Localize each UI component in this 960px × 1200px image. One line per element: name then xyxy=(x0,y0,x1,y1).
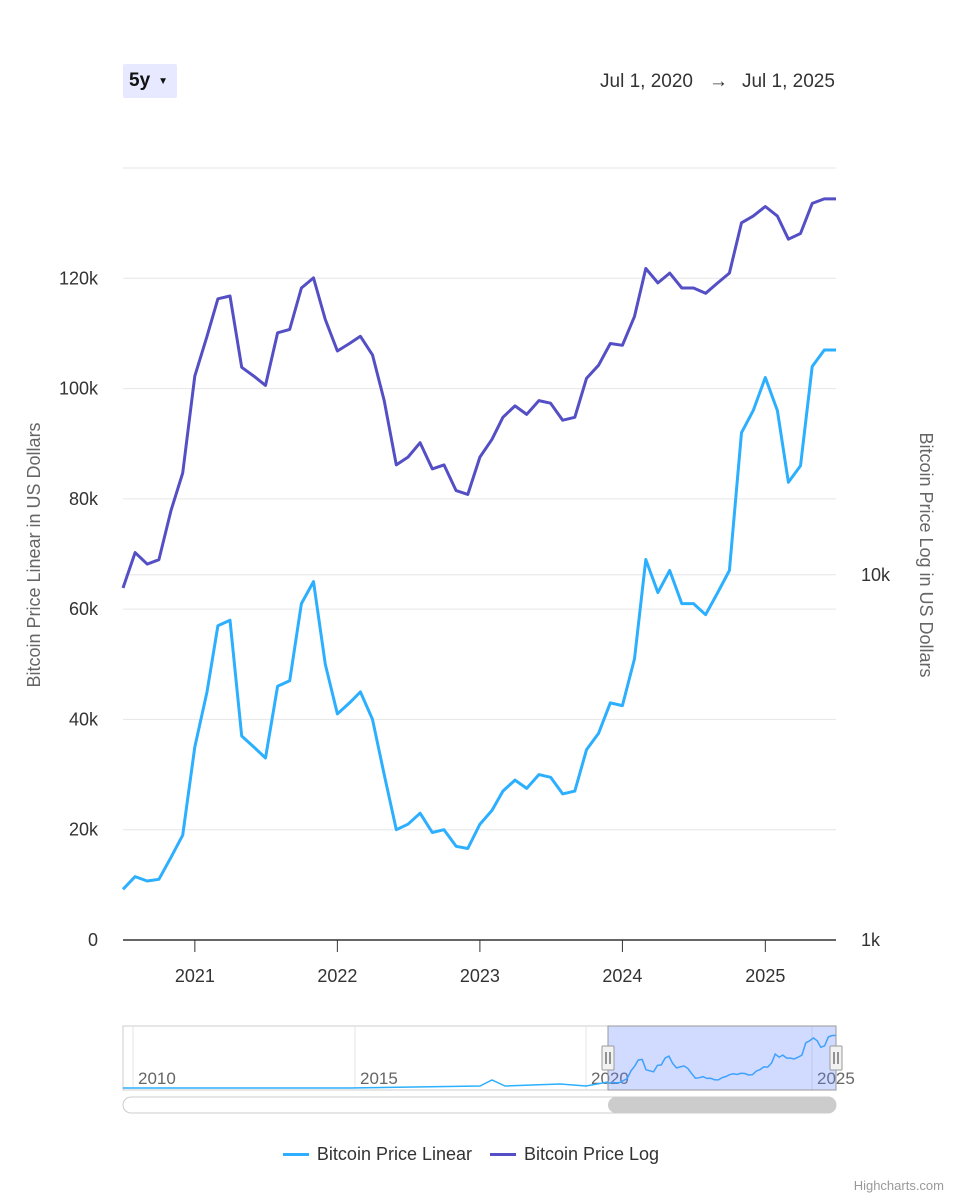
y-left-tick-label: 40k xyxy=(69,709,99,729)
x-tick-label: 2025 xyxy=(745,966,785,986)
y-left-tick-label: 0 xyxy=(88,930,98,950)
y-right-tick-label: 10k xyxy=(861,565,891,585)
legend-swatch-linear xyxy=(283,1153,309,1156)
legend-label-log: Bitcoin Price Log xyxy=(524,1144,659,1165)
handle-body[interactable] xyxy=(830,1046,842,1070)
scrollbar-thumb[interactable] xyxy=(608,1097,836,1113)
legend-label-linear: Bitcoin Price Linear xyxy=(317,1144,472,1165)
navigator-year-label: 2010 xyxy=(138,1069,176,1088)
x-tick-label: 2023 xyxy=(460,966,500,986)
y-left-tick-label: 120k xyxy=(59,268,99,288)
y-left-tick-label: 60k xyxy=(69,599,99,619)
handle-body[interactable] xyxy=(602,1046,614,1070)
series-line-linear xyxy=(123,350,836,889)
series-line-log xyxy=(123,199,836,588)
y-right-tick-label: 1k xyxy=(861,930,881,950)
y-left-tick-label: 20k xyxy=(69,820,99,840)
navigator[interactable]: 2010201520202025 xyxy=(123,1026,855,1113)
navigator-right-handle[interactable] xyxy=(830,1046,842,1070)
y-left-tick-label: 100k xyxy=(59,379,99,399)
legend-item-linear[interactable]: Bitcoin Price Linear xyxy=(283,1144,472,1165)
x-tick-label: 2024 xyxy=(602,966,642,986)
legend-item-log[interactable]: Bitcoin Price Log xyxy=(490,1144,659,1165)
legend-swatch-log xyxy=(490,1153,516,1156)
x-tick-label: 2021 xyxy=(175,966,215,986)
y-left-axis-title: Bitcoin Price Linear in US Dollars xyxy=(24,422,44,687)
navigator-year-label: 2015 xyxy=(360,1069,398,1088)
grid-layer xyxy=(123,168,836,830)
y-left-tick-label: 80k xyxy=(69,489,99,509)
credits-link[interactable]: Highcharts.com xyxy=(854,1178,944,1193)
y-right-axis-title: Bitcoin Price Log in US Dollars xyxy=(916,432,936,677)
legend: Bitcoin Price Linear Bitcoin Price Log xyxy=(0,1136,960,1172)
navigator-left-handle[interactable] xyxy=(602,1046,614,1070)
chart-plot: 0 20k 40k 60k 80k 100k 120k 1k 10k Bitcoin Price … xyxy=(0,0,960,1130)
navigator-selection-mask[interactable] xyxy=(608,1026,836,1090)
x-tick-label: 2022 xyxy=(317,966,357,986)
series-layer xyxy=(123,199,836,890)
